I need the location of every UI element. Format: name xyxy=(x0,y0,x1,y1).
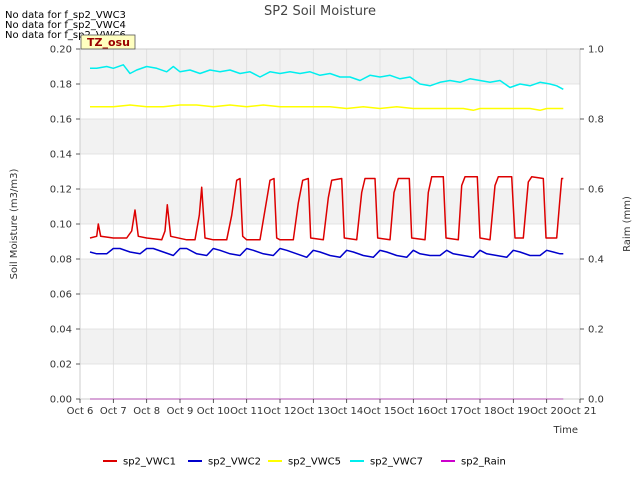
plot-background xyxy=(80,49,580,399)
y2-tick-label: 1.0 xyxy=(588,45,604,56)
x-tick-label: Oct 20 xyxy=(530,406,563,417)
x-tick-label: Oct 14 xyxy=(330,406,363,417)
legend-label: sp2_Rain xyxy=(461,457,506,468)
plot-band xyxy=(80,329,580,364)
x-axis-label: Time xyxy=(553,425,578,436)
x-tick-label: Oct 8 xyxy=(133,406,160,417)
no-data-notes: No data for f_sp2_VWC3 No data for f_sp2… xyxy=(5,10,126,41)
x-tick-label: Oct 12 xyxy=(263,406,296,417)
plot-band xyxy=(80,84,580,119)
x-tick-label: Oct 11 xyxy=(230,406,263,417)
annotation-background xyxy=(80,34,136,50)
y-tick-label: 0.10 xyxy=(50,220,72,231)
y-tick-label: 0.00 xyxy=(50,395,72,406)
plot-band xyxy=(80,364,580,399)
x-axis-ticks: Oct 6 Oct 7 Oct 8 Oct 9 Oct 10 Oct 11 Oct 12 Oc… xyxy=(67,399,597,417)
plot-band xyxy=(80,154,580,189)
annotation-box: TZ_osu xyxy=(80,34,136,50)
y2-tick-label: 0.4 xyxy=(588,255,604,266)
legend: sp2_VWC1 sp2_VWC2 sp2_VWC5 sp2_VWC7 sp2_Rain xyxy=(103,457,506,468)
y2-tick-label: 0.8 xyxy=(588,115,604,126)
legend-label: sp2_VWC1 xyxy=(123,457,176,468)
y-tick-label: 0.16 xyxy=(50,115,72,126)
legend-label: sp2_VWC2 xyxy=(208,457,261,468)
x-tick-label: Oct 18 xyxy=(463,406,496,417)
series-line-sp2-vwc2 xyxy=(89,247,564,259)
y-tick-label: 0.12 xyxy=(50,185,72,196)
series-line-sp2-vwc1 xyxy=(89,176,564,241)
y-tick-label: 0.04 xyxy=(50,325,72,336)
series-line-sp2-vwc5 xyxy=(90,104,564,112)
series-layer xyxy=(89,64,564,400)
y2-tick-label: 0.0 xyxy=(588,395,604,406)
legend-label: sp2_VWC5 xyxy=(288,457,341,468)
y-tick-label: 0.20 xyxy=(50,45,72,56)
legend-label: sp2_VWC7 xyxy=(370,457,423,468)
y2-axis-ticks: 0.0 0.2 0.4 0.6 0.8 1.0 xyxy=(580,45,604,406)
x-tick-label: Oct 19 xyxy=(497,406,530,417)
y2-tick-label: 0.6 xyxy=(588,185,604,196)
no-data-note-2: No data for f_sp2_VWC4 xyxy=(5,20,126,31)
x-tick-label: Oct 16 xyxy=(397,406,430,417)
x-tick-label: Oct 6 xyxy=(67,406,94,417)
x-tick-label: Oct 10 xyxy=(197,406,230,417)
plot-band xyxy=(80,259,580,294)
y2-axis-label: Raim (mm) xyxy=(622,196,633,252)
y-axis-ticks: 0.00 0.02 0.04 0.06 0.08 0.10 0.12 0.14 0.16 0.18… xyxy=(50,45,80,406)
x-tick-label: Oct 9 xyxy=(167,406,194,417)
y-tick-label: 0.08 xyxy=(50,255,72,266)
plot-band xyxy=(80,49,580,84)
x-tick-label: Oct 17 xyxy=(430,406,463,417)
y-tick-label: 0.02 xyxy=(50,360,72,371)
plot-band xyxy=(80,224,580,259)
x-tick-label: Oct 7 xyxy=(100,406,127,417)
y-axis-label: Soil Moisture (m3/m3) xyxy=(9,169,20,280)
x-tick-label: Oct 21 xyxy=(563,406,596,417)
plot-band xyxy=(80,189,580,224)
y-tick-label: 0.14 xyxy=(50,150,72,161)
y-tick-label: 0.06 xyxy=(50,290,72,301)
y-tick-label: 0.18 xyxy=(50,80,72,91)
chart-title: SP2 Soil Moisture xyxy=(264,4,376,19)
x-tick-label: Oct 15 xyxy=(363,406,396,417)
no-data-note-1: No data for f_sp2_VWC3 xyxy=(5,10,126,21)
series-line-sp2-vwc7 xyxy=(90,64,564,90)
plot-band xyxy=(80,119,580,154)
annotation-label: TZ_osu xyxy=(87,36,130,49)
x-tick-label: Oct 13 xyxy=(297,406,330,417)
plot-band xyxy=(80,294,580,329)
y2-tick-label: 0.2 xyxy=(588,325,604,336)
no-data-note-3: No data for f_sp2_VWC6 xyxy=(5,30,126,41)
